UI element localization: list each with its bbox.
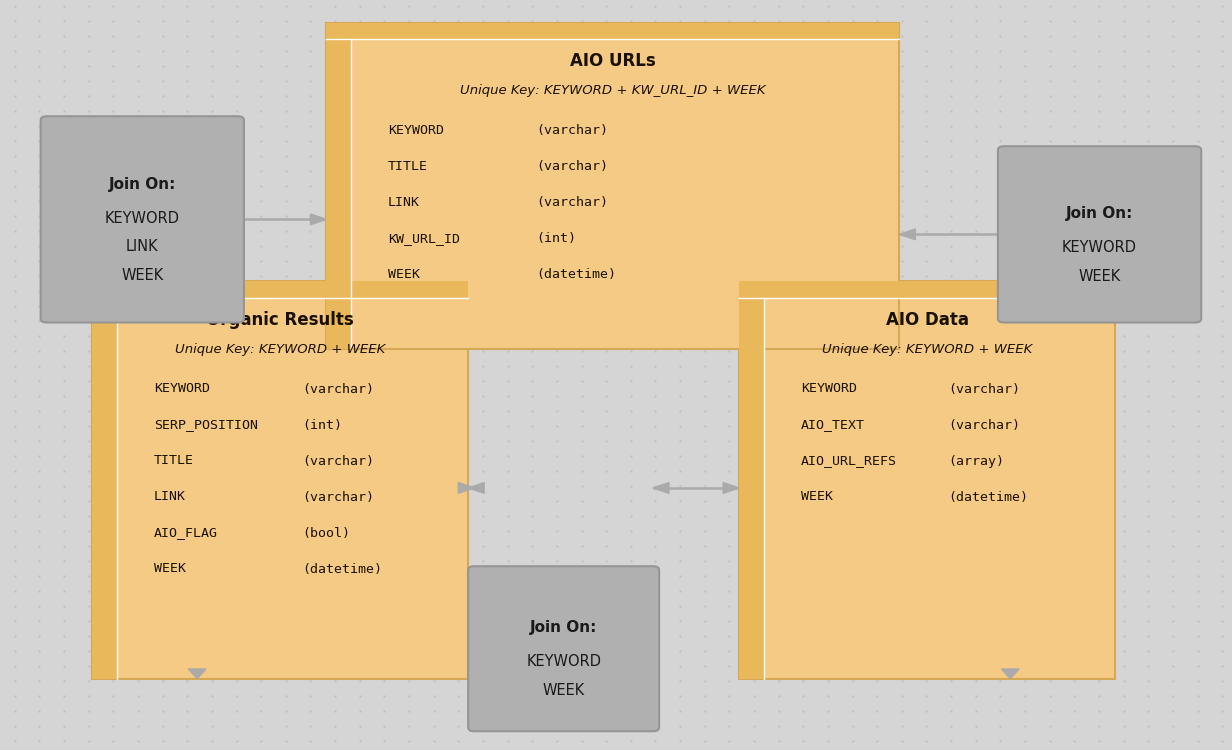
Text: KEYWORD: KEYWORD	[154, 382, 209, 395]
Text: (varchar): (varchar)	[536, 124, 607, 136]
Text: WEEK: WEEK	[542, 683, 585, 698]
Text: KEYWORD: KEYWORD	[105, 211, 180, 226]
FancyBboxPatch shape	[739, 281, 1115, 298]
Text: (varchar): (varchar)	[949, 382, 1020, 395]
Polygon shape	[653, 482, 669, 494]
Text: (datetime): (datetime)	[302, 562, 382, 575]
Text: AIO_FLAG: AIO_FLAG	[154, 526, 218, 539]
FancyBboxPatch shape	[326, 22, 899, 349]
Text: LINK: LINK	[154, 490, 186, 503]
Text: KW_URL_ID: KW_URL_ID	[388, 232, 460, 244]
Text: AIO URLs: AIO URLs	[570, 53, 655, 70]
Text: KEYWORD: KEYWORD	[801, 382, 856, 395]
Text: TITLE: TITLE	[154, 454, 193, 467]
FancyBboxPatch shape	[92, 281, 468, 679]
FancyBboxPatch shape	[739, 281, 1115, 679]
Text: LINK: LINK	[388, 196, 420, 208]
Text: (bool): (bool)	[302, 526, 350, 539]
FancyBboxPatch shape	[92, 298, 117, 679]
Text: WEEK: WEEK	[1078, 268, 1121, 284]
Text: WEEK: WEEK	[801, 490, 833, 503]
Text: WEEK: WEEK	[121, 268, 164, 283]
FancyBboxPatch shape	[326, 39, 351, 349]
Polygon shape	[899, 229, 915, 240]
Polygon shape	[468, 482, 484, 494]
Text: (varchar): (varchar)	[536, 196, 607, 208]
Text: Unique Key: KEYWORD + WEEK: Unique Key: KEYWORD + WEEK	[822, 343, 1032, 355]
Text: AIO_TEXT: AIO_TEXT	[801, 419, 865, 431]
FancyBboxPatch shape	[998, 146, 1201, 322]
Polygon shape	[723, 482, 739, 494]
Text: AIO Data: AIO Data	[886, 311, 968, 329]
Text: Unique Key: KEYWORD + KW_URL_ID + WEEK: Unique Key: KEYWORD + KW_URL_ID + WEEK	[460, 84, 766, 97]
Text: KEYWORD: KEYWORD	[388, 124, 444, 136]
Text: (datetime): (datetime)	[949, 490, 1029, 503]
FancyBboxPatch shape	[326, 22, 899, 39]
Text: Join On:: Join On:	[1066, 206, 1133, 220]
FancyBboxPatch shape	[468, 566, 659, 731]
Text: (varchar): (varchar)	[302, 490, 373, 503]
Text: (varchar): (varchar)	[536, 160, 607, 172]
Text: (int): (int)	[536, 232, 575, 244]
Text: Unique Key: KEYWORD + WEEK: Unique Key: KEYWORD + WEEK	[175, 343, 386, 355]
Polygon shape	[310, 214, 326, 225]
Text: SERP_POSITION: SERP_POSITION	[154, 419, 257, 431]
Text: (varchar): (varchar)	[949, 419, 1020, 431]
Text: (array): (array)	[949, 454, 1004, 467]
Text: WEEK: WEEK	[388, 268, 420, 280]
FancyBboxPatch shape	[41, 116, 244, 322]
Polygon shape	[1002, 669, 1019, 679]
Text: (datetime): (datetime)	[536, 268, 616, 280]
Text: (int): (int)	[302, 419, 341, 431]
Text: AIO_URL_REFS: AIO_URL_REFS	[801, 454, 897, 467]
Text: LINK: LINK	[126, 239, 159, 254]
FancyBboxPatch shape	[739, 298, 764, 679]
Text: KEYWORD: KEYWORD	[1062, 240, 1137, 255]
Text: TITLE: TITLE	[388, 160, 428, 172]
FancyBboxPatch shape	[92, 281, 468, 298]
Text: (varchar): (varchar)	[302, 382, 373, 395]
Text: KEYWORD: KEYWORD	[526, 655, 601, 670]
Text: Join On:: Join On:	[108, 177, 176, 192]
Polygon shape	[188, 669, 206, 679]
Text: Join On:: Join On:	[530, 620, 598, 635]
Polygon shape	[458, 482, 474, 494]
Text: WEEK: WEEK	[154, 562, 186, 575]
Text: Organic Results: Organic Results	[207, 311, 354, 329]
Text: (varchar): (varchar)	[302, 454, 373, 467]
